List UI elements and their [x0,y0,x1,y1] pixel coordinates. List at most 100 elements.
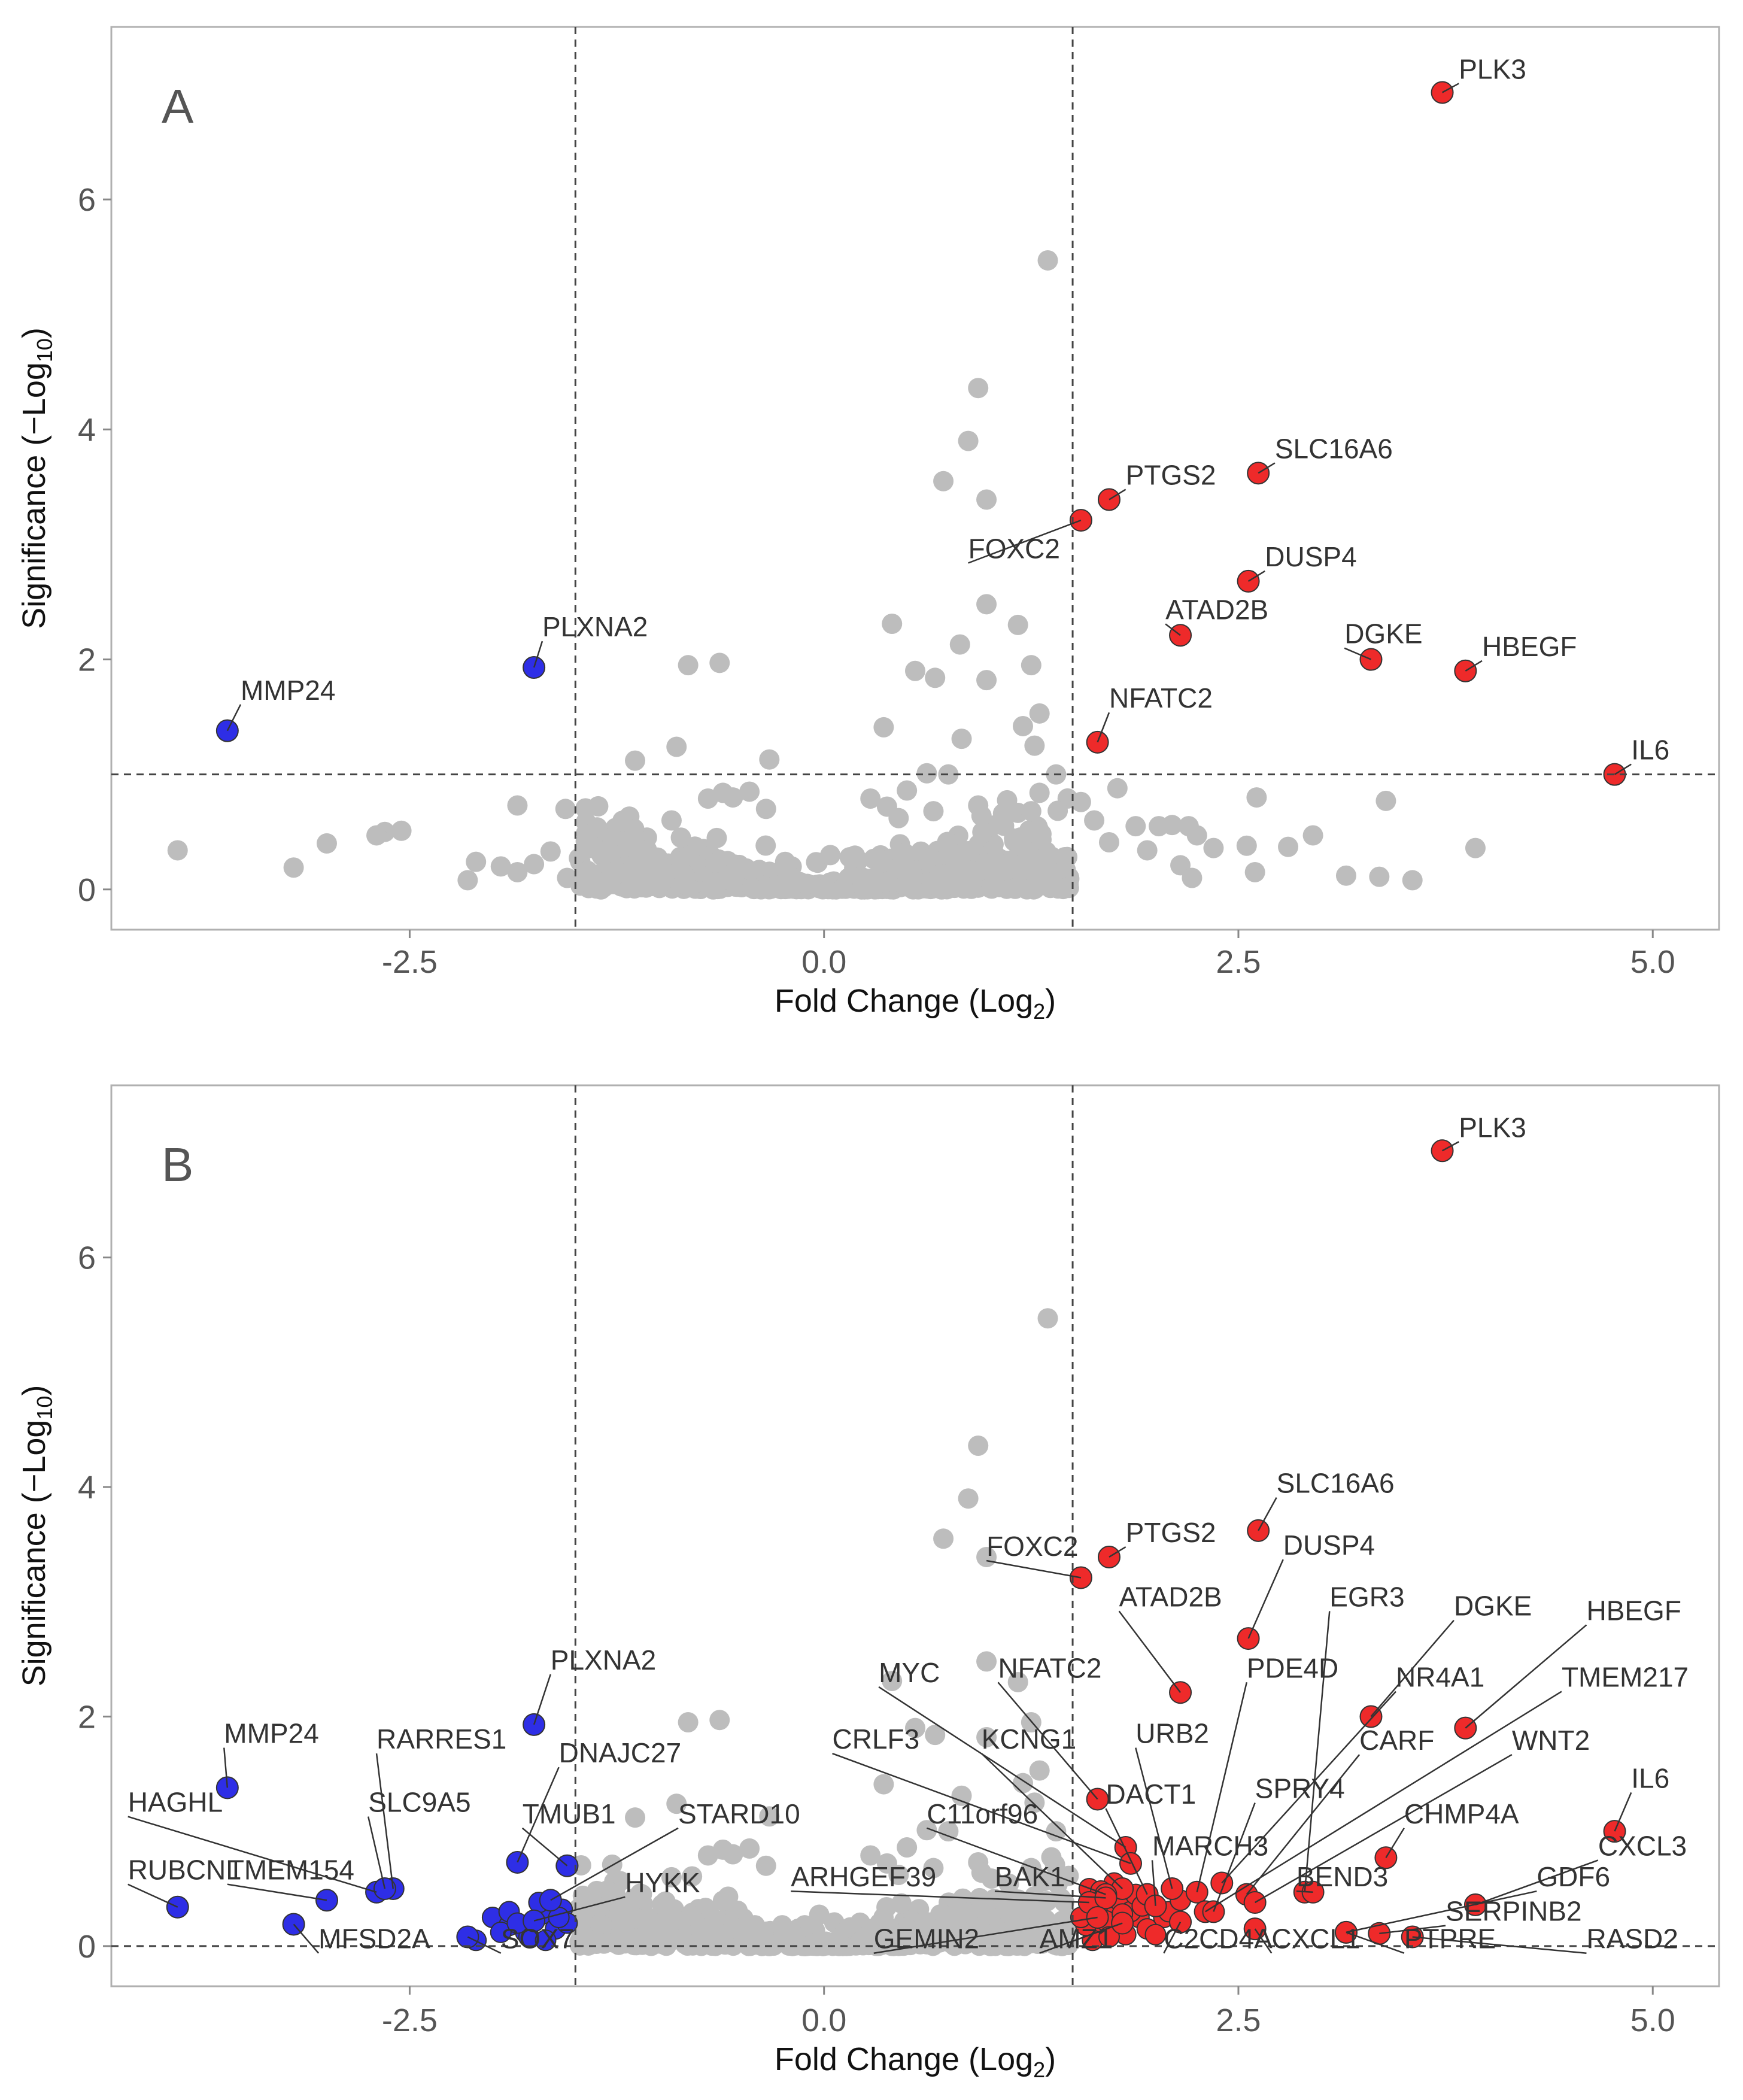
ns-point [951,1785,972,1806]
label-connector [832,1752,1131,1865]
ns-point [1246,787,1267,808]
ns-point [1125,816,1146,837]
ns-point [722,1844,743,1865]
ns-point [976,489,997,510]
gene-label: CHMP4A [1404,1798,1519,1829]
up-point [1144,1923,1167,1946]
ns-point [590,1913,611,1934]
ns-point [897,1837,918,1858]
ns-point [1162,815,1183,836]
ns-point [954,1902,974,1923]
ns-point [1031,829,1052,850]
x-tick-label: 2.5 [1216,944,1261,980]
label-connector [1344,647,1371,660]
ns-point [971,1862,992,1883]
label-connector [1135,1747,1173,1889]
ns-point [1098,832,1119,853]
ns-point [976,594,997,615]
y-axis-title-end: ) [16,1385,52,1396]
label-connector [1465,1624,1587,1729]
ns-point [960,860,981,881]
y-axis-title-text: Significance (−Log [16,1420,52,1687]
ns-point [1335,865,1356,886]
label-connector [223,1747,229,1788]
gene-label: ARHGEF39 [791,1861,936,1892]
ns-point [845,845,866,866]
label-connector [1039,1922,1123,1954]
label-connector [926,1827,1106,1895]
ns-point [998,1926,1019,1947]
label-connector [226,704,242,732]
ns-point [958,430,979,451]
ns-point [711,1925,732,1946]
gene-label: HBEGF [1482,631,1577,662]
ns-point [916,763,937,784]
ns-point [652,1894,673,1915]
ns-point [625,750,646,771]
y-axis-title: Significance (−Log10) [16,1385,57,1687]
ns-point [627,1889,648,1910]
ns-point [860,1845,881,1866]
ns-point [854,879,875,900]
gene-label: HBEGF [1586,1595,1681,1626]
ns-point [929,864,950,885]
ns-point [1046,1821,1067,1842]
ns-point [626,1908,647,1929]
gene-label: DGKE [1344,618,1422,650]
ns-point [670,827,691,848]
ns-point [992,803,1013,824]
x-axis-title-text: Fold Change (Log [775,983,1033,1019]
gene-label: KCNG1 [982,1723,1076,1755]
gene-label: C2CD4A [1164,1923,1273,1955]
label-connector [1412,1936,1587,1954]
ns-point [1137,840,1158,861]
gene-label: DACT1 [1106,1779,1196,1810]
ns-point [661,1867,682,1887]
plot-frame [110,1084,1720,1987]
ns-point [888,1865,909,1886]
down-point [490,1921,512,1943]
gene-label: RUBCNL [128,1855,241,1886]
ns-point [1029,782,1050,803]
ns-point [609,863,630,884]
gene-label: SLC16A6 [1275,433,1393,464]
ns-point [820,845,841,866]
ns-point [809,1904,830,1925]
ns-point [709,1710,730,1731]
ns-point [1029,1760,1050,1781]
y-tick-label: 0 [78,872,96,908]
ns-point [678,845,699,866]
ns-point [1029,703,1050,724]
ns-point [316,833,337,854]
x-axis-title: Fold Change (Log2) [775,983,1056,1024]
ns-point [1021,1858,1041,1879]
label-connector [1614,763,1632,775]
ns-point [968,1436,989,1456]
ns-point [1278,836,1299,857]
ns-point [624,878,645,899]
label-connector [1221,1691,1396,1884]
ns-point [916,1820,937,1841]
ns-point [666,1794,687,1814]
ns-point [923,1858,944,1879]
ns-point [1044,1854,1065,1875]
ns-point [858,1934,879,1955]
plot-frame [110,26,1720,931]
label-connector [517,1767,560,1863]
gene-label: BAK1 [995,1861,1065,1892]
label-connector [791,1890,1089,1904]
label-connector [1213,1802,1256,1912]
label-connector [1151,1860,1156,1906]
gene-label: DUSP4 [1265,541,1356,572]
ns-point [1010,827,1031,848]
ns-point [893,874,914,895]
gene-label: PTPRE [1404,1923,1496,1955]
x-tick-label: 2.5 [1216,2002,1261,2038]
ns-point [705,852,725,873]
x-axis-title-text: Fold Change (Log [775,2041,1033,2077]
ns-point [1050,1887,1071,1908]
ns-point [789,872,810,893]
ns-point [666,736,687,757]
ns-point [366,825,387,846]
